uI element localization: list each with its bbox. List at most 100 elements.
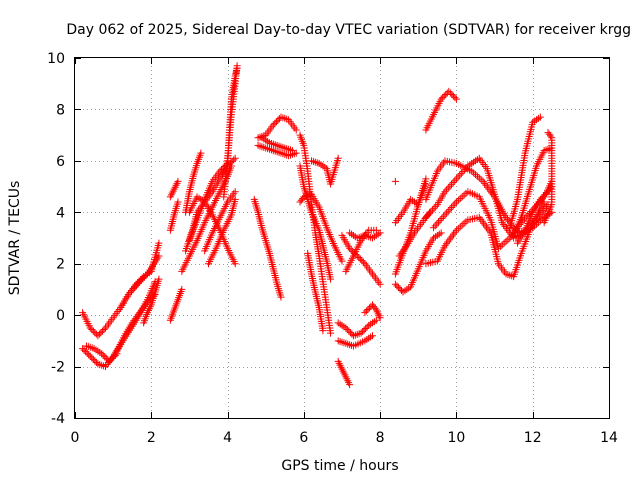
series-25 xyxy=(296,190,346,265)
x-tick-label: 8 xyxy=(376,430,385,446)
plot-frame xyxy=(74,57,610,419)
series-34 xyxy=(361,301,384,322)
series-28 xyxy=(334,357,354,389)
data-points xyxy=(79,62,556,389)
x-tick-label: 4 xyxy=(223,430,232,446)
data-point xyxy=(343,326,351,334)
data-point xyxy=(83,349,91,357)
data-point xyxy=(85,351,93,359)
series-5 xyxy=(117,239,163,311)
data-point xyxy=(544,129,552,137)
x-axis-label: GPS time / hours xyxy=(281,458,398,474)
data-point xyxy=(98,327,106,335)
series-27 xyxy=(304,249,327,335)
data-point xyxy=(437,229,445,237)
series-8 xyxy=(166,198,182,234)
y-tick-label: 2 xyxy=(56,257,65,273)
data-point xyxy=(277,293,285,301)
data-point xyxy=(155,239,163,247)
x-tick-label: 14 xyxy=(600,430,618,446)
data-point xyxy=(371,304,379,312)
data-point xyxy=(271,119,279,127)
data-point xyxy=(452,95,460,103)
data-point xyxy=(231,260,239,268)
data-point xyxy=(539,192,547,200)
data-point xyxy=(230,156,238,164)
data-point xyxy=(292,149,300,157)
data-point xyxy=(355,254,363,262)
data-point xyxy=(222,161,230,169)
y-tick-label: 4 xyxy=(56,205,65,221)
x-tick-label: 0 xyxy=(71,430,80,446)
series-21 xyxy=(254,141,300,160)
y-axis-label: SDTVAR / TECUs xyxy=(7,181,23,296)
data-point xyxy=(110,353,118,361)
data-point xyxy=(95,330,103,338)
series-35 xyxy=(391,177,399,185)
data-point xyxy=(345,327,353,335)
data-point xyxy=(394,283,402,291)
data-point xyxy=(547,184,555,192)
data-point xyxy=(338,257,346,265)
data-point xyxy=(393,282,401,290)
axis-ticks xyxy=(75,58,610,419)
data-point xyxy=(358,257,366,265)
series-16 xyxy=(205,195,239,268)
data-point xyxy=(327,329,335,337)
series-19 xyxy=(250,195,285,301)
series-46 xyxy=(510,144,556,239)
data-point xyxy=(97,329,105,337)
data-point xyxy=(102,354,110,362)
data-point xyxy=(376,229,384,237)
data-point xyxy=(327,275,335,283)
data-point xyxy=(346,244,354,252)
data-point xyxy=(360,326,368,334)
x-tick-label: 2 xyxy=(147,430,156,446)
x-tick-label: 6 xyxy=(299,430,308,446)
data-point xyxy=(396,285,404,293)
data-point xyxy=(334,154,342,162)
data-point xyxy=(80,346,88,354)
data-point xyxy=(449,92,457,100)
data-point xyxy=(228,157,236,165)
data-point xyxy=(422,175,430,183)
data-point xyxy=(319,327,327,335)
series-45 xyxy=(506,113,544,232)
x-tick-label: 10 xyxy=(448,430,466,446)
data-point xyxy=(217,166,225,174)
y-tick-label: 8 xyxy=(56,102,65,118)
data-point xyxy=(107,356,115,364)
series-18 xyxy=(224,64,241,170)
series-13 xyxy=(182,149,205,216)
series-38 xyxy=(391,229,445,296)
data-point xyxy=(272,118,280,126)
data-point xyxy=(233,64,241,72)
y-tick-labels: -4 -2 0 2 4 6 8 10 xyxy=(47,51,65,427)
series-43 xyxy=(422,198,548,281)
data-point xyxy=(448,91,456,99)
data-point xyxy=(99,351,107,359)
data-point xyxy=(391,280,399,288)
data-point xyxy=(82,348,90,356)
y-tick-label: -4 xyxy=(51,411,65,427)
data-point xyxy=(362,325,370,333)
data-point xyxy=(135,277,143,285)
series-40 xyxy=(422,87,460,134)
chart-title: Day 062 of 2025, Sidereal Day-to-day VTE… xyxy=(66,22,631,38)
series-14 xyxy=(185,193,239,268)
series-9 xyxy=(166,177,182,201)
data-point xyxy=(451,94,459,102)
data-point xyxy=(359,328,367,336)
data-point xyxy=(342,324,350,332)
data-point xyxy=(98,350,106,358)
data-point xyxy=(541,191,549,199)
data-point xyxy=(359,258,367,266)
data-point xyxy=(442,91,450,99)
data-point xyxy=(178,285,186,293)
series-47 xyxy=(513,183,556,247)
series-26 xyxy=(307,154,342,188)
data-point xyxy=(376,280,384,288)
y-tick-label: 10 xyxy=(47,51,65,67)
series-48 xyxy=(540,129,556,227)
